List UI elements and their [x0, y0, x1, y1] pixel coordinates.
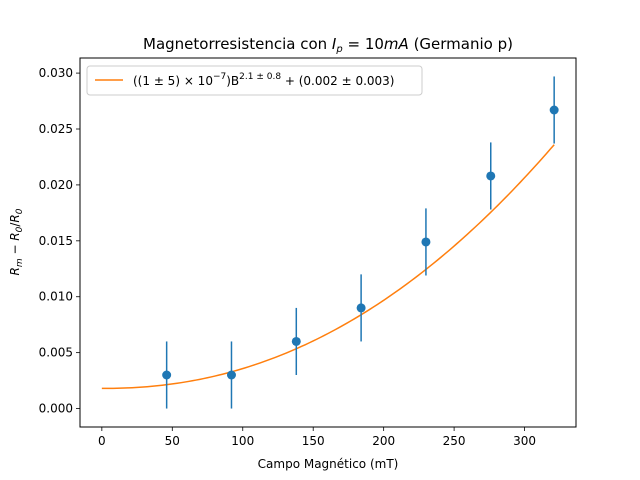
x-tick-label: 250: [443, 434, 466, 448]
legend: ((1 ± 5) × 10−7)B2.1 ± 0.8 + (0.002 ± 0.…: [86, 65, 423, 96]
plot-area: [101, 76, 559, 409]
axes-frame: [79, 57, 577, 428]
y-axis-label: Rm − R0/R0: [8, 208, 25, 275]
data-point: [291, 336, 301, 346]
y-tick-label: 0.025: [39, 122, 73, 136]
data-point: [356, 303, 366, 313]
data-point: [162, 370, 172, 380]
y-tick-label: 0.010: [39, 290, 73, 304]
x-tick-label: 200: [372, 434, 395, 448]
axis-ticks: 0 50 100 150 200 250 300 0.000 0.005 0.010 0.015 0.…: [39, 66, 536, 448]
chart-title: Magnetorresistencia con Ip = 10mA (Germa…: [143, 35, 513, 55]
x-tick-label: 100: [231, 434, 254, 448]
legend-box: [86, 65, 423, 96]
x-tick-label: 300: [513, 434, 536, 448]
y-tick-label: 0.000: [39, 402, 73, 416]
y-tick-label: 0.030: [39, 66, 73, 80]
data-point: [226, 370, 236, 380]
data-point: [421, 237, 431, 247]
y-tick-label: 0.005: [39, 346, 73, 360]
x-tick-label: 0: [98, 434, 106, 448]
x-tick-label: 50: [165, 434, 180, 448]
y-tick-label: 0.020: [39, 178, 73, 192]
data-point: [486, 171, 496, 181]
x-axis-label: Campo Magnético (mT): [258, 457, 399, 471]
legend-label-fit: ((1 ± 5) × 10−7)B2.1 ± 0.8 + (0.002 ± 0.…: [133, 72, 394, 88]
fit-curve-line: [101, 144, 555, 390]
y-tick-label: 0.015: [39, 234, 73, 248]
data-point: [549, 105, 559, 115]
x-tick-label: 150: [302, 434, 325, 448]
